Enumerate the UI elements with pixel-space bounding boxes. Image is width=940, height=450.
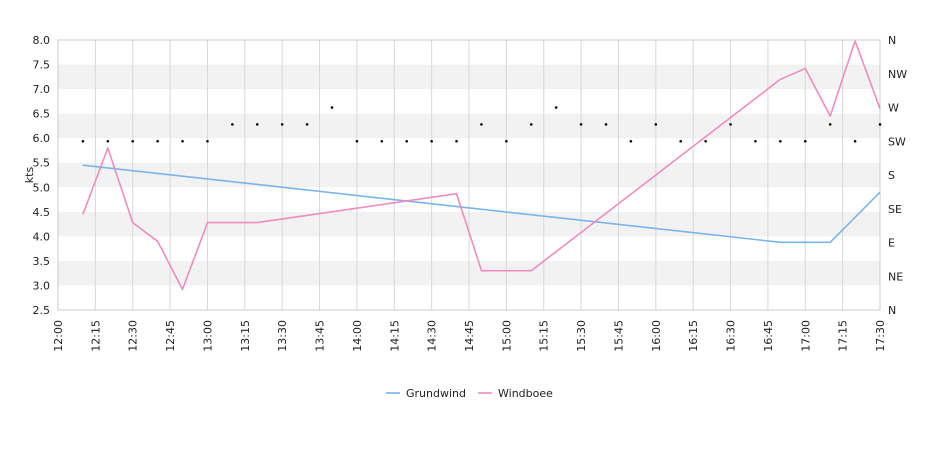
y-tick-label: 2.5 [33, 304, 51, 317]
direction-marker [803, 139, 807, 143]
y-axis-ticks: 2.5 3.0 3.5 4.0 4.5 5.0 5.5 6.0 6.5 7.0 7.5 8.0 [33, 34, 51, 317]
direction-marker [579, 123, 583, 126]
direction-marker [828, 123, 832, 126]
y-axis-label: kts [23, 167, 36, 184]
direction-tick-label: E [888, 237, 895, 250]
x-tick-label: 13:45 [314, 320, 327, 352]
legend-label: Grundwind [406, 387, 466, 400]
y-tick-label: 3.5 [33, 255, 51, 268]
series-line [82, 40, 881, 291]
direction-marker [729, 123, 732, 126]
direction-marker [529, 123, 533, 126]
x-tick-label: 12:45 [164, 320, 177, 352]
direction-markers [81, 106, 882, 143]
direction-tick-label: W [888, 102, 899, 115]
x-tick-label: 16:45 [762, 320, 775, 352]
x-tick-label: 12:15 [89, 320, 102, 352]
direction-marker [679, 139, 683, 143]
x-tick-label: 17:30 [874, 320, 887, 352]
x-tick-label: 15:00 [500, 320, 513, 352]
x-tick-label: 16:15 [687, 320, 700, 352]
direction-marker [305, 123, 309, 126]
x-tick-label: 17:15 [837, 320, 850, 352]
y-tick-label: 4.5 [33, 206, 51, 219]
axes [57, 39, 881, 311]
direction-axis-ticks: N NE E SE S SW W NW N [888, 34, 907, 317]
legend-label: Windboee [498, 387, 553, 400]
direction-marker [255, 123, 259, 126]
x-tick-label: 15:30 [575, 320, 588, 352]
y-tick-label: 6.5 [33, 108, 51, 121]
direction-marker [480, 123, 483, 126]
direction-marker [604, 123, 608, 126]
direction-marker [106, 139, 110, 143]
y-tick-label: 8.0 [33, 34, 51, 47]
x-tick-label: 13:30 [276, 320, 289, 352]
direction-tick-label: NE [888, 270, 903, 283]
x-axis-ticks: 12:00 12:15 12:30 12:45 13:00 13:15 13:30 13:45… [52, 320, 887, 352]
plot-frame [57, 39, 881, 311]
x-tick-label: 14:15 [388, 320, 401, 352]
direction-marker [280, 123, 284, 126]
direction-marker [654, 123, 658, 126]
y-tick-label: 7.0 [33, 83, 51, 96]
legend: Grundwind Windboee [386, 387, 553, 400]
direction-marker [355, 139, 359, 143]
y-tick-label: 7.5 [33, 59, 51, 72]
direction-tick-label: SW [888, 135, 906, 148]
direction-marker [704, 139, 707, 143]
x-tick-label: 14:00 [351, 320, 364, 352]
direction-tick-label: N [888, 304, 896, 317]
y-tick-label: 6.0 [33, 132, 51, 145]
y-tick-label: 3.0 [33, 279, 51, 292]
x-tick-label: 14:30 [426, 320, 439, 352]
x-tick-label: 15:15 [538, 320, 551, 352]
x-tick-label: 12:00 [52, 320, 65, 352]
x-tick-label: 13:15 [239, 320, 252, 352]
direction-marker [231, 123, 234, 126]
direction-marker [156, 139, 159, 143]
x-tick-label: 12:30 [127, 320, 140, 352]
x-tick-label: 16:00 [650, 320, 663, 352]
direction-tick-label: N [888, 34, 896, 47]
x-tick-label: 13:00 [201, 320, 214, 352]
series-lines [82, 40, 881, 291]
x-tick-label: 15:45 [612, 320, 625, 352]
direction-tick-label: S [888, 169, 895, 182]
y-tick-label: 4.0 [33, 230, 51, 243]
direction-marker [380, 139, 384, 143]
y-tick-label: 5.0 [33, 181, 51, 194]
x-tick-label: 14:45 [463, 320, 476, 352]
direction-marker [779, 139, 782, 143]
direction-tick-label: SE [888, 203, 902, 216]
direction-marker [405, 139, 409, 143]
direction-marker [131, 139, 135, 143]
series-line [82, 164, 881, 244]
x-tick-label: 16:30 [725, 320, 738, 352]
direction-tick-label: NW [888, 68, 907, 81]
direction-marker [554, 106, 558, 109]
direction-marker [505, 139, 508, 143]
direction-marker [430, 139, 433, 143]
direction-marker [181, 139, 184, 143]
direction-marker [878, 123, 882, 126]
direction-marker [81, 139, 85, 143]
direction-marker [629, 139, 633, 143]
direction-marker [330, 106, 334, 109]
direction-marker [455, 139, 458, 143]
direction-marker [754, 139, 757, 143]
direction-marker [853, 139, 857, 143]
x-tick-label: 17:00 [799, 320, 812, 352]
direction-marker [206, 139, 209, 143]
y-tick-label: 5.5 [33, 157, 51, 170]
